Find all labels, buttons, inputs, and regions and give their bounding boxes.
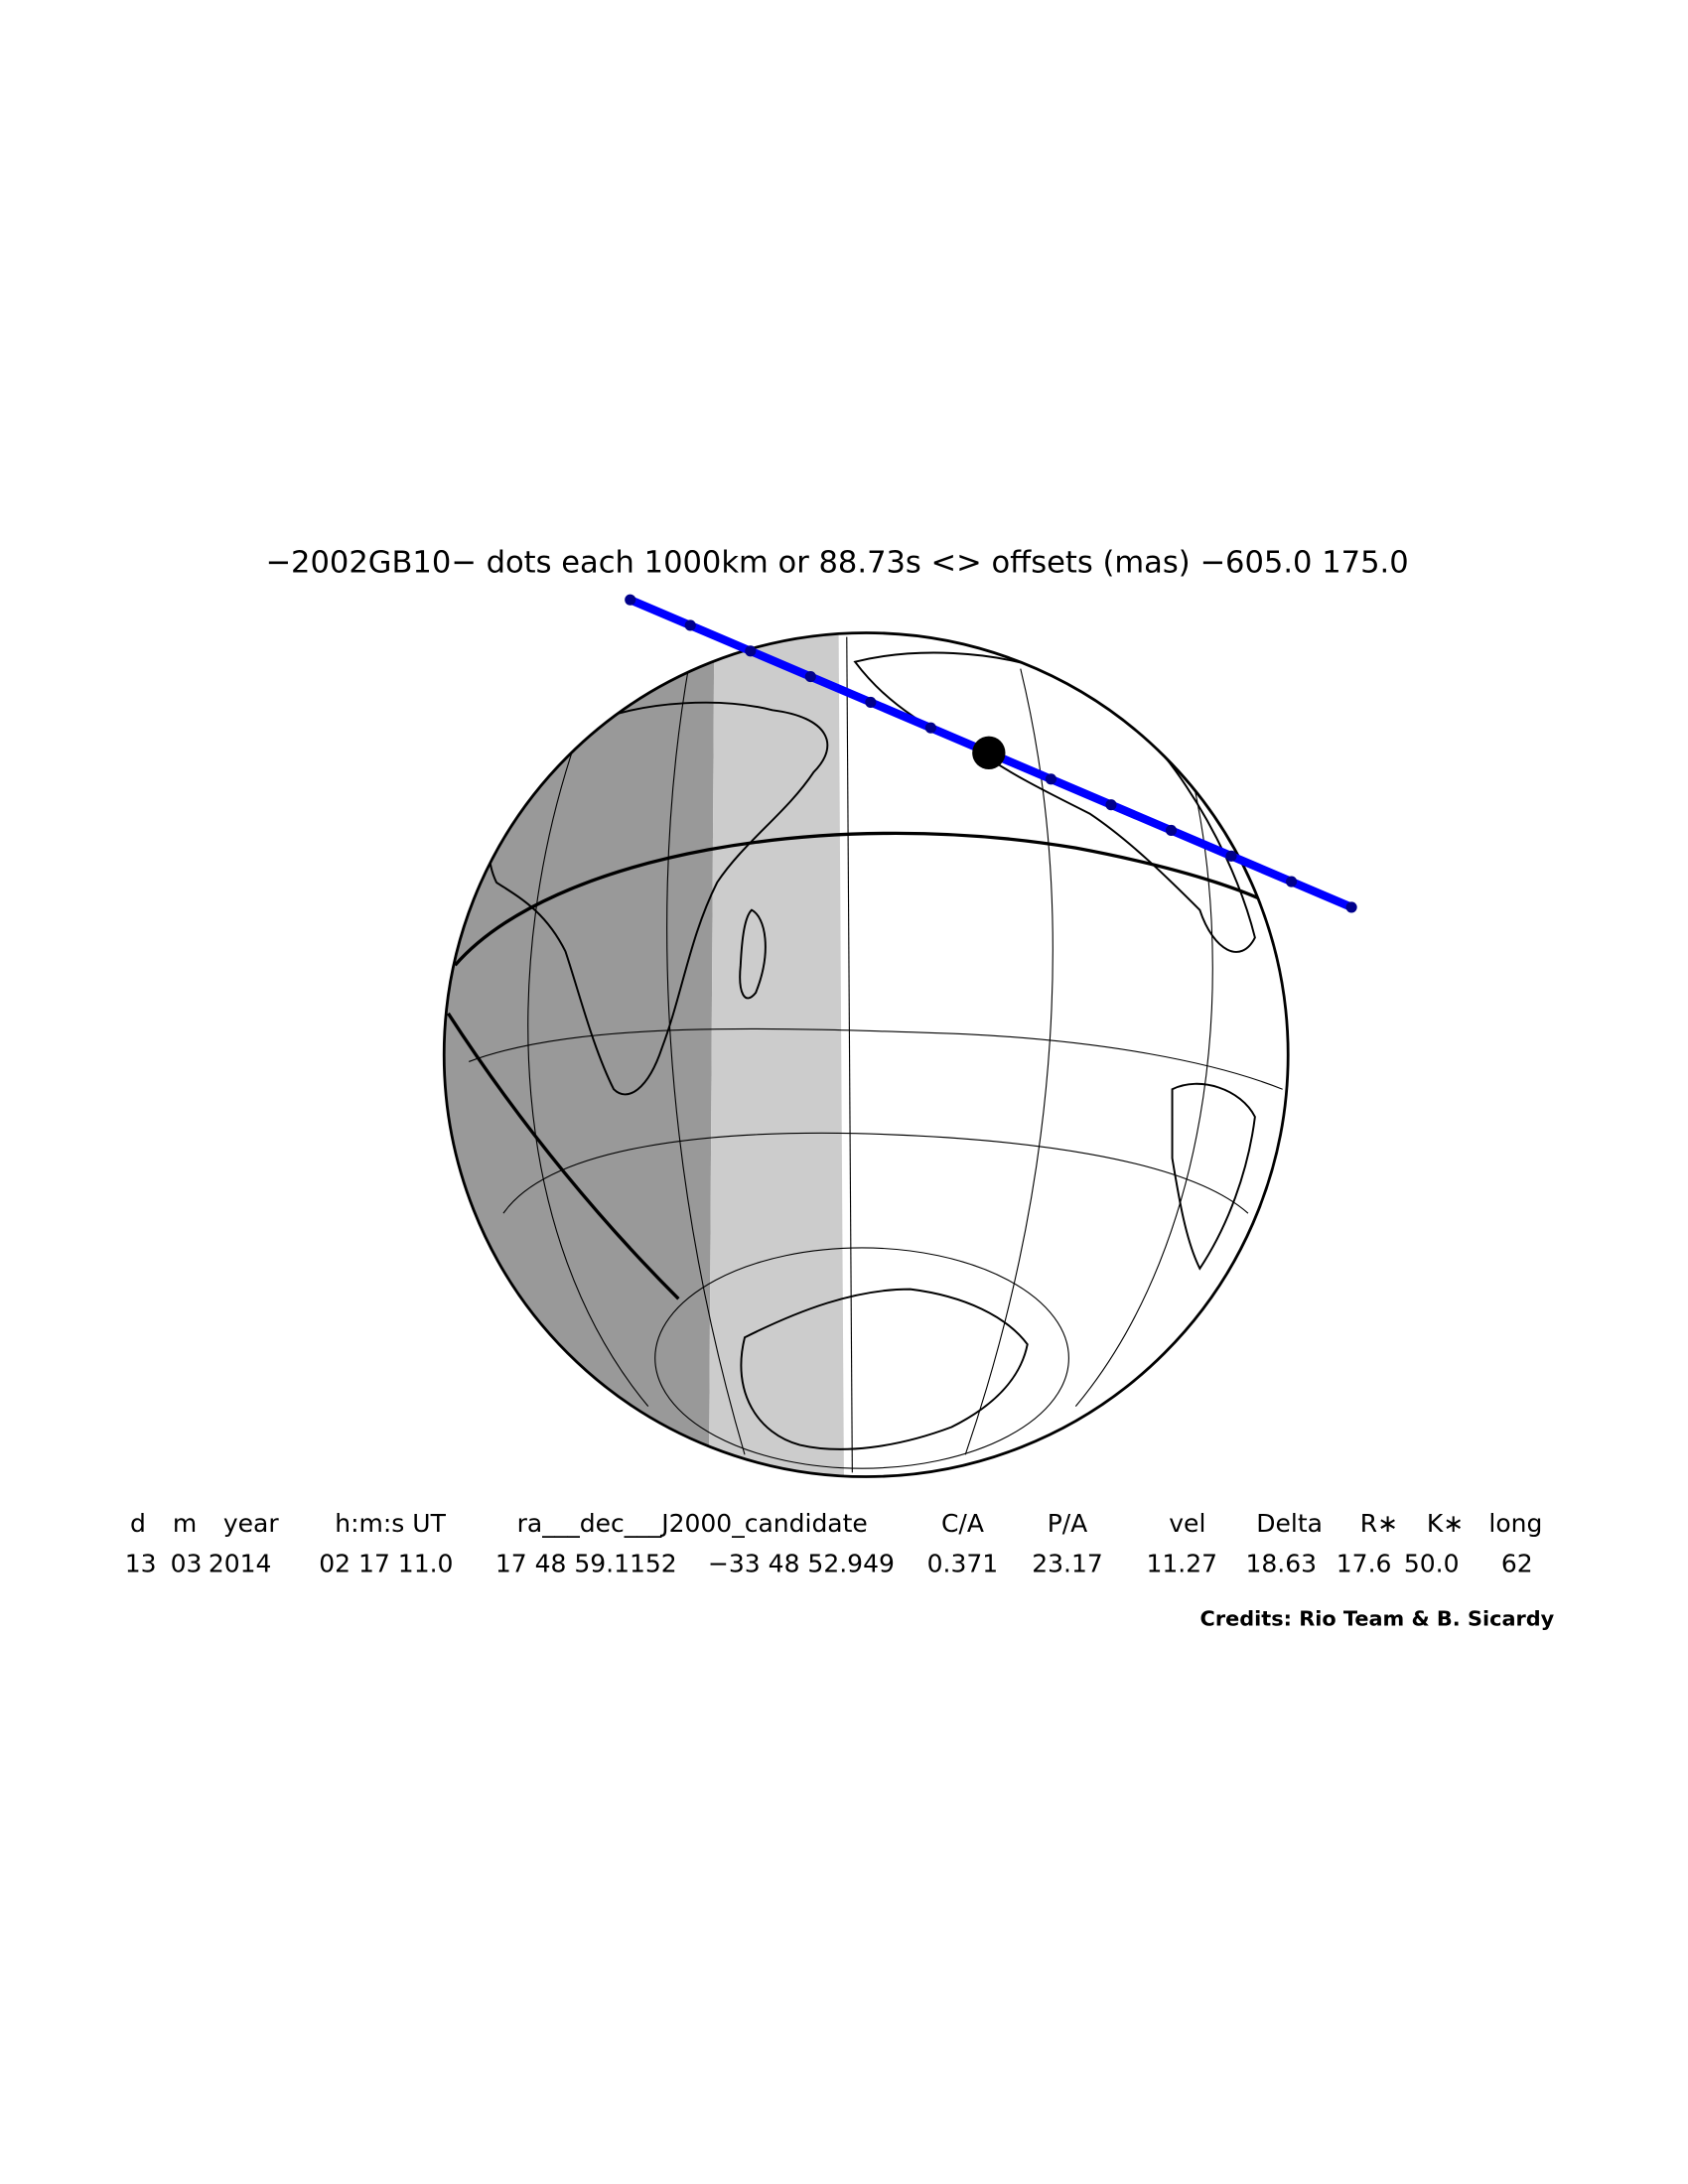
occultation-path <box>625 594 1357 913</box>
column-header: K∗ <box>1427 1509 1464 1538</box>
column-header: Delta <box>1256 1509 1323 1538</box>
column-header: P/A <box>1048 1509 1088 1538</box>
cell: 17 48 59.1152 <box>495 1549 677 1577</box>
column-header: vel <box>1169 1509 1205 1538</box>
cell: −33 48 52.949 <box>708 1549 895 1577</box>
cell: 13 <box>125 1549 157 1577</box>
cell: 11.27 <box>1146 1549 1217 1577</box>
column-header: long <box>1488 1509 1542 1538</box>
data-table: d m year h:m:s UT ra___dec___J2000_candidate… <box>125 1509 1543 1577</box>
track-dot <box>865 696 877 708</box>
column-header: C/A <box>941 1509 984 1538</box>
track-dot <box>684 619 696 631</box>
track-dot <box>1286 876 1298 887</box>
track-dot <box>625 594 636 606</box>
globe <box>442 631 1290 1478</box>
cell: 50.0 <box>1404 1549 1460 1577</box>
cell: 62 <box>1501 1549 1533 1577</box>
twilight-shade <box>708 632 844 1477</box>
night-shade <box>444 632 715 1477</box>
credits: Credits: Rio Team & B. Sicardy <box>1200 1606 1555 1630</box>
column-header: d <box>130 1509 146 1538</box>
track-dot <box>745 645 757 657</box>
globe-limb <box>442 631 1290 1478</box>
track-dot <box>804 671 816 683</box>
cell: 03 <box>171 1549 203 1577</box>
cell: 23.17 <box>1032 1549 1103 1577</box>
column-header: year <box>223 1509 279 1538</box>
track-dot <box>1105 799 1117 811</box>
track-dot <box>1165 824 1178 837</box>
cell: 2014 <box>209 1549 272 1577</box>
cell: 17.6 <box>1336 1549 1392 1577</box>
cell: 0.371 <box>927 1549 999 1577</box>
column-header: ra___dec___J2000_candidate <box>517 1509 868 1538</box>
cell: 18.63 <box>1245 1549 1317 1577</box>
graticule <box>469 636 1283 1473</box>
track-dot <box>1225 850 1237 862</box>
column-header: h:m:s UT <box>335 1509 446 1538</box>
track-dot <box>1345 901 1357 913</box>
column-header: R∗ <box>1360 1509 1398 1538</box>
closest-approach <box>972 736 1006 769</box>
track-dot <box>1045 773 1057 785</box>
shadow-limit <box>446 831 1289 1300</box>
title: −2002GB10− dots each 1000km or 88.73s <>… <box>265 545 1408 580</box>
cell: 02 17 11.0 <box>319 1549 453 1577</box>
column-header: m <box>173 1509 197 1538</box>
track-dot <box>924 722 936 734</box>
